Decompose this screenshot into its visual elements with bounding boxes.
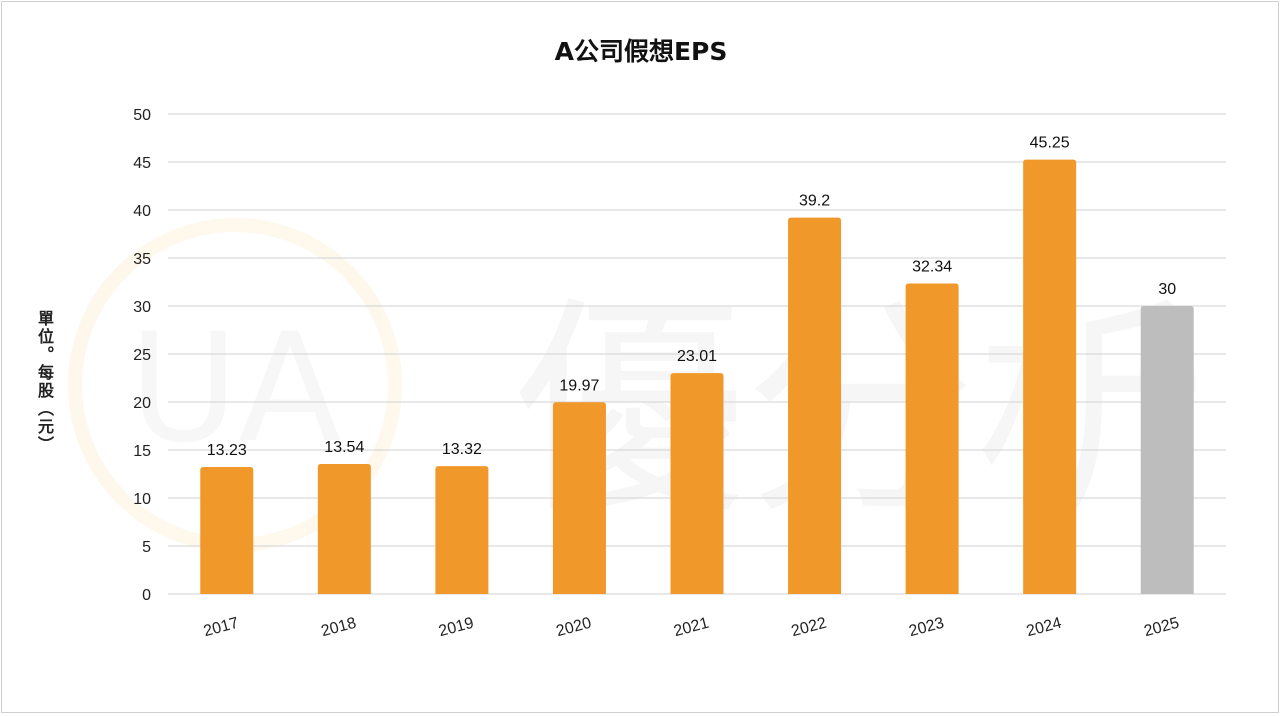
bar-2020	[552, 402, 606, 594]
bar-2021	[670, 373, 724, 594]
bars	[200, 159, 1194, 594]
y-tick-label: 35	[133, 251, 151, 268]
x-tick-label-2025: 2025	[1142, 615, 1181, 641]
data-label-2024: 45.25	[1030, 135, 1070, 152]
data-label-2017: 13.23	[207, 442, 247, 459]
x-tick-label-2018: 2018	[319, 615, 358, 641]
data-label-2025: 30	[1158, 281, 1176, 298]
bar-2024	[1023, 159, 1077, 594]
data-label-2020: 19.97	[559, 377, 599, 394]
bar-2025	[1140, 306, 1194, 594]
data-label-2021: 23.01	[677, 348, 717, 365]
y-tick-label: 10	[133, 491, 151, 508]
bar-2018	[317, 464, 371, 594]
x-axis-ticks: 2017 2018 2019 2020 2021 2022 2023 2024 2025	[202, 615, 1181, 641]
bar-2017	[200, 466, 254, 594]
data-label-2018: 13.54	[324, 439, 364, 456]
data-label-2023: 32.34	[912, 259, 952, 276]
x-tick-label-2017: 2017	[202, 615, 241, 641]
y-tick-label: 40	[133, 203, 151, 220]
y-tick-label: 20	[133, 395, 151, 412]
y-axis-label: 單位。每股（元）	[35, 310, 54, 454]
data-label-2022: 39.2	[799, 193, 830, 210]
y-tick-label: 0	[142, 587, 151, 604]
y-tick-label: 15	[133, 443, 151, 460]
y-axis-ticks: 0 5 10 15 20 25 30 35 40 45 50	[133, 107, 151, 604]
y-tick-label: 25	[133, 347, 151, 364]
bar-2019	[435, 466, 489, 594]
x-tick-label-2024: 2024	[1025, 615, 1064, 641]
watermark-text: 優分析	[515, 278, 1205, 545]
x-tick-label-2020: 2020	[554, 615, 593, 641]
x-tick-label-2021: 2021	[672, 615, 711, 641]
x-tick-label-2023: 2023	[907, 615, 946, 641]
chart-title: A公司假想EPS	[554, 37, 728, 66]
bar-2022	[788, 217, 842, 594]
y-tick-label: 50	[133, 107, 151, 124]
data-label-2019: 13.32	[442, 441, 482, 458]
y-tick-label: 5	[142, 539, 151, 556]
y-tick-label: 45	[133, 155, 151, 172]
bar-2023	[905, 283, 959, 594]
x-tick-label-2022: 2022	[790, 615, 829, 641]
y-tick-label: 30	[133, 299, 151, 316]
data-labels: 13.23 13.54 13.32 19.97 23.01 39.2 32.34 45.25 3…	[207, 135, 1176, 459]
watermark-logo-text: UA	[129, 302, 341, 476]
x-tick-label-2019: 2019	[437, 615, 476, 641]
